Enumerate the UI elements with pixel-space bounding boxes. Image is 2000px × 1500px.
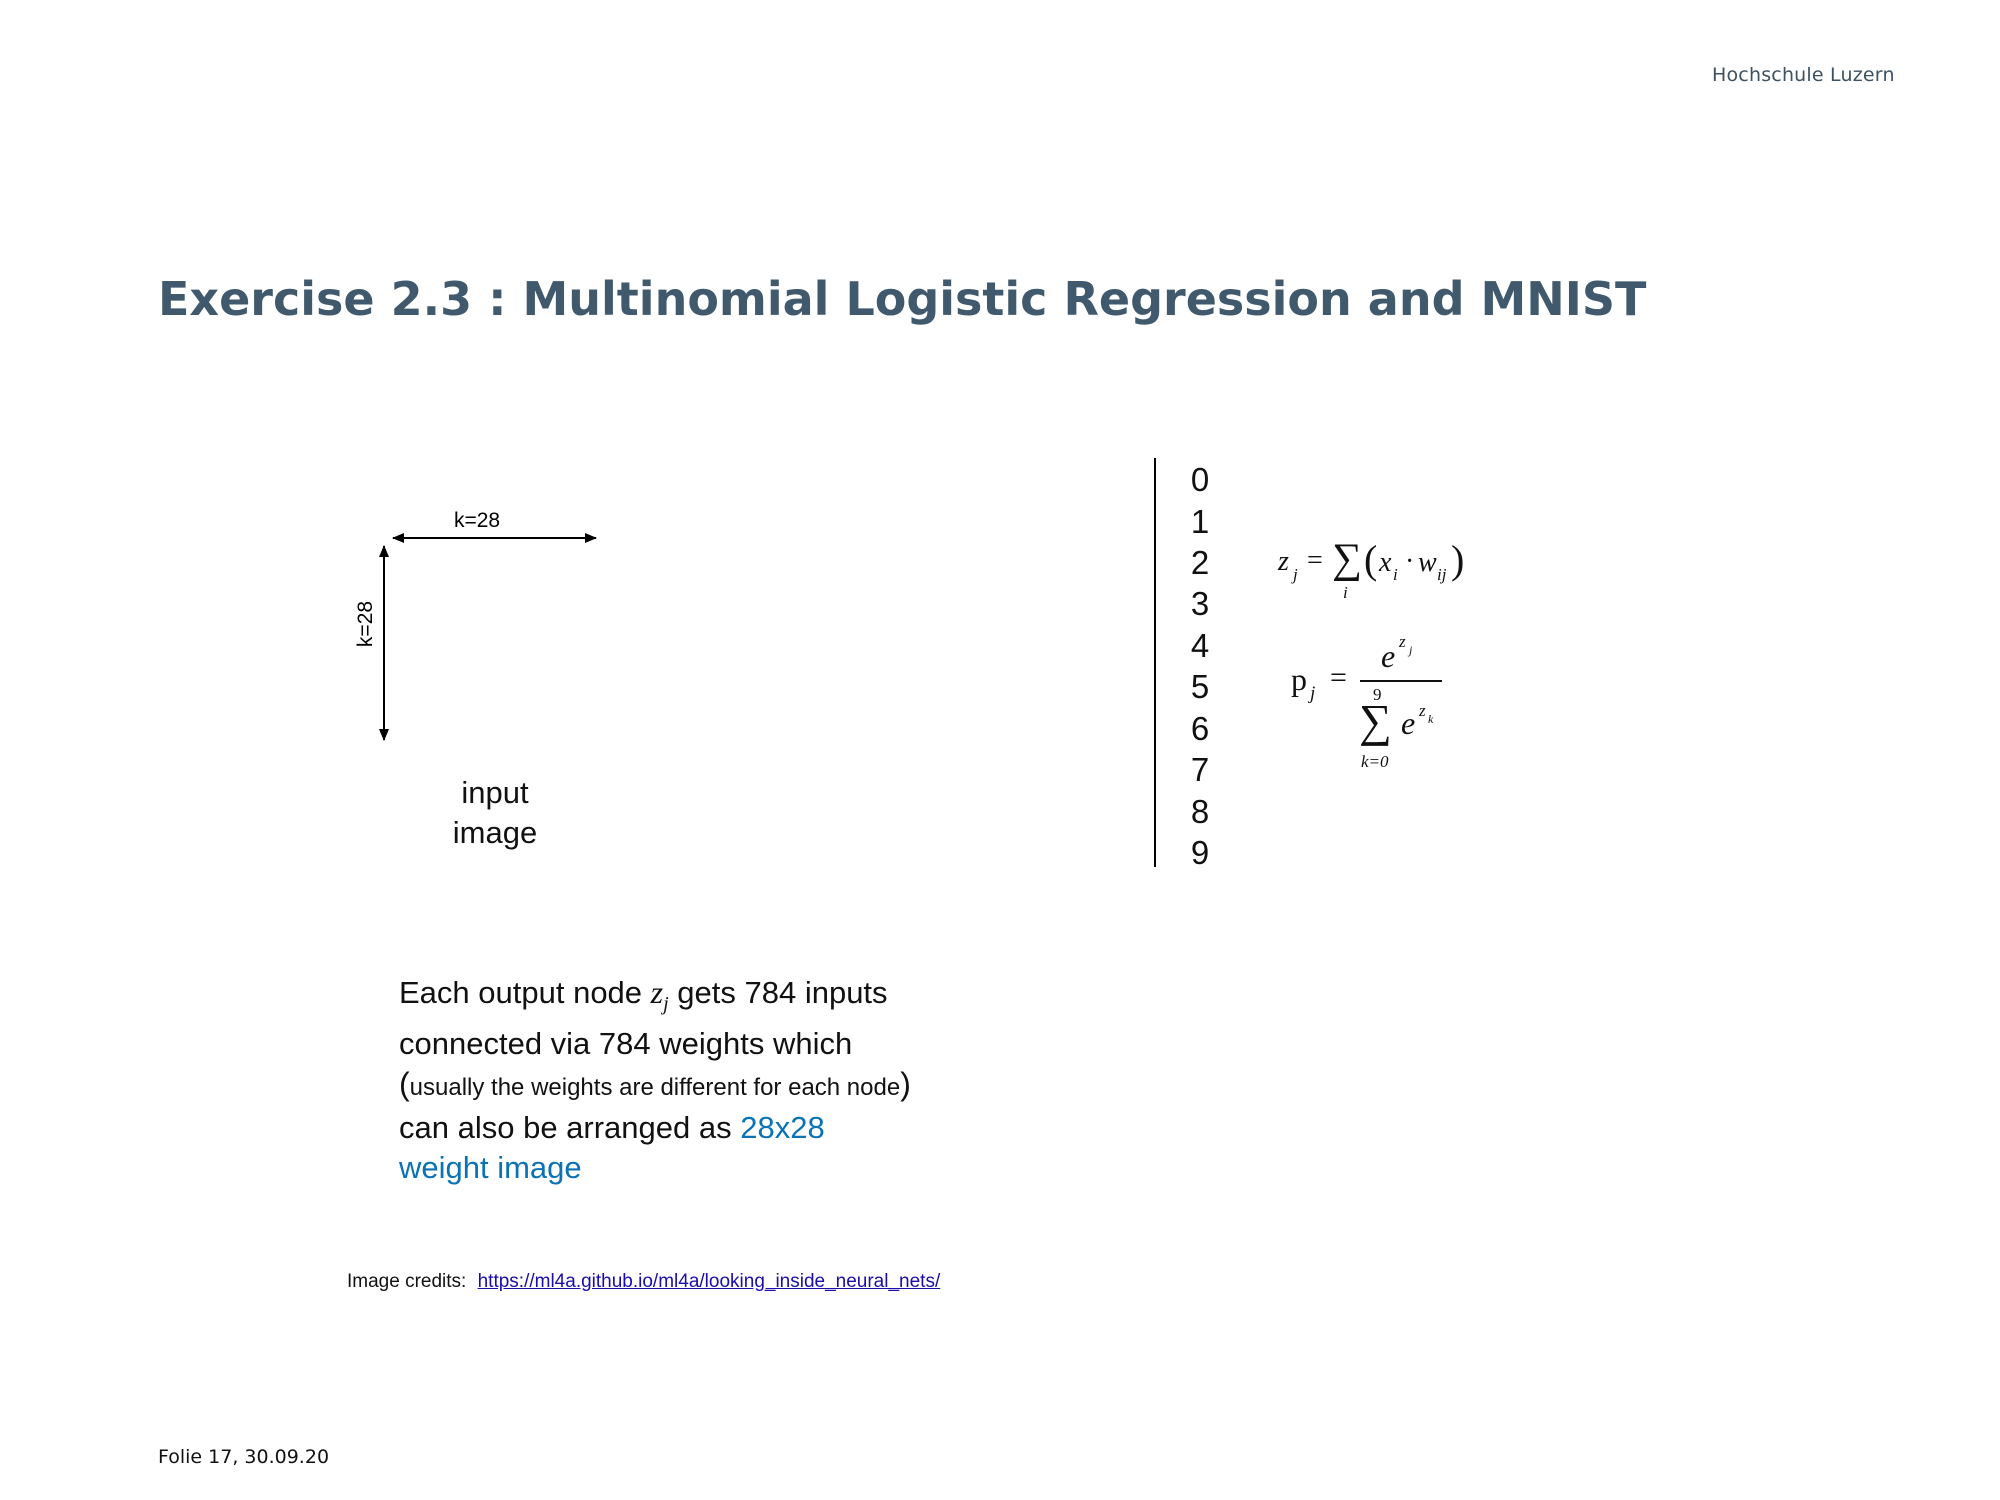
formula-p-num-exp: z [1399,632,1406,651]
description-text: Each output node zj gets 784 inputs conn… [399,972,1039,1188]
input-caption-line1: input [461,775,529,810]
formula-p-sum-upper: 9 [1373,685,1382,704]
brand-logo: Hochschule Luzern [1712,64,1895,86]
description-line4: can also be arranged as 28x28 [399,1110,825,1146]
formula-p-lhs: p [1291,661,1307,697]
formula-z-sum-sub: i [1343,583,1348,602]
formula-z-x: x [1379,547,1392,578]
description-var-sub: j [663,993,669,1016]
formula-z-eq: = [1307,545,1323,576]
output-digit: 8 [1190,793,1210,830]
image-credits: Image credits: https://ml4a.github.io/ml… [347,1271,940,1293]
highlight-size: 28x28 [740,1110,825,1146]
formula-p-num-base: e [1381,638,1396,674]
description-var: z [650,974,664,1010]
formula-z-lhs-sub: j [1293,565,1298,584]
formula-p-den-exp: z [1419,701,1426,720]
formula-p-den-base: e [1401,705,1416,741]
output-digit: 3 [1190,585,1210,622]
width-label: k=28 [454,509,500,532]
output-digit: 5 [1190,668,1210,705]
description-line5: weight image [399,1150,582,1186]
formula-p-sum-lower: k=0 [1361,752,1389,771]
slide-footer: Folie 17, 30.09.20 [158,1446,330,1468]
output-digit: 4 [1190,627,1210,664]
input-caption-line2: image [452,815,538,850]
output-digit: 9 [1190,834,1210,871]
formula-p-num-exp-sub: j [1409,643,1413,657]
output-digit: 7 [1190,751,1210,788]
formula-z-x-sub: i [1393,565,1398,584]
credits-link[interactable]: https://ml4a.github.io/ml4a/looking_insi… [477,1271,941,1292]
output-digit: 1 [1190,503,1210,540]
description-line3: (usually the weights are different for e… [399,1066,911,1103]
output-digit: 2 [1190,544,1210,581]
formula-p-eq: = [1330,661,1347,694]
formula-z-open: ( [1364,537,1378,582]
formula-z-close: ) [1451,537,1465,582]
credits-label: Image credits: [347,1271,467,1292]
formula-z-sum: ∑ [1332,536,1362,582]
description-line2: connected via 784 weights which [399,1026,853,1062]
fraction-bar [1360,680,1442,682]
height-label: k=28 [354,601,377,647]
formula-p-sum: ∑ [1359,695,1392,746]
formula-z-w: w [1418,547,1437,578]
input-image-caption: input image [420,773,570,853]
output-digit: 0 [1190,461,1210,498]
output-digit: 6 [1190,710,1210,747]
formula-z-w-sub: ij [1437,565,1447,584]
formula-p-lhs-sub: j [1310,683,1316,704]
formula-z-dot: · [1405,546,1415,577]
description-line1: Each output node zj gets 784 inputs [399,974,888,1016]
formula-p-den-exp-sub: k [1428,712,1434,726]
formula-z-lhs: z [1278,546,1289,577]
slide-title: Exercise 2.3 : Multinomial Logistic Regr… [158,272,1647,326]
